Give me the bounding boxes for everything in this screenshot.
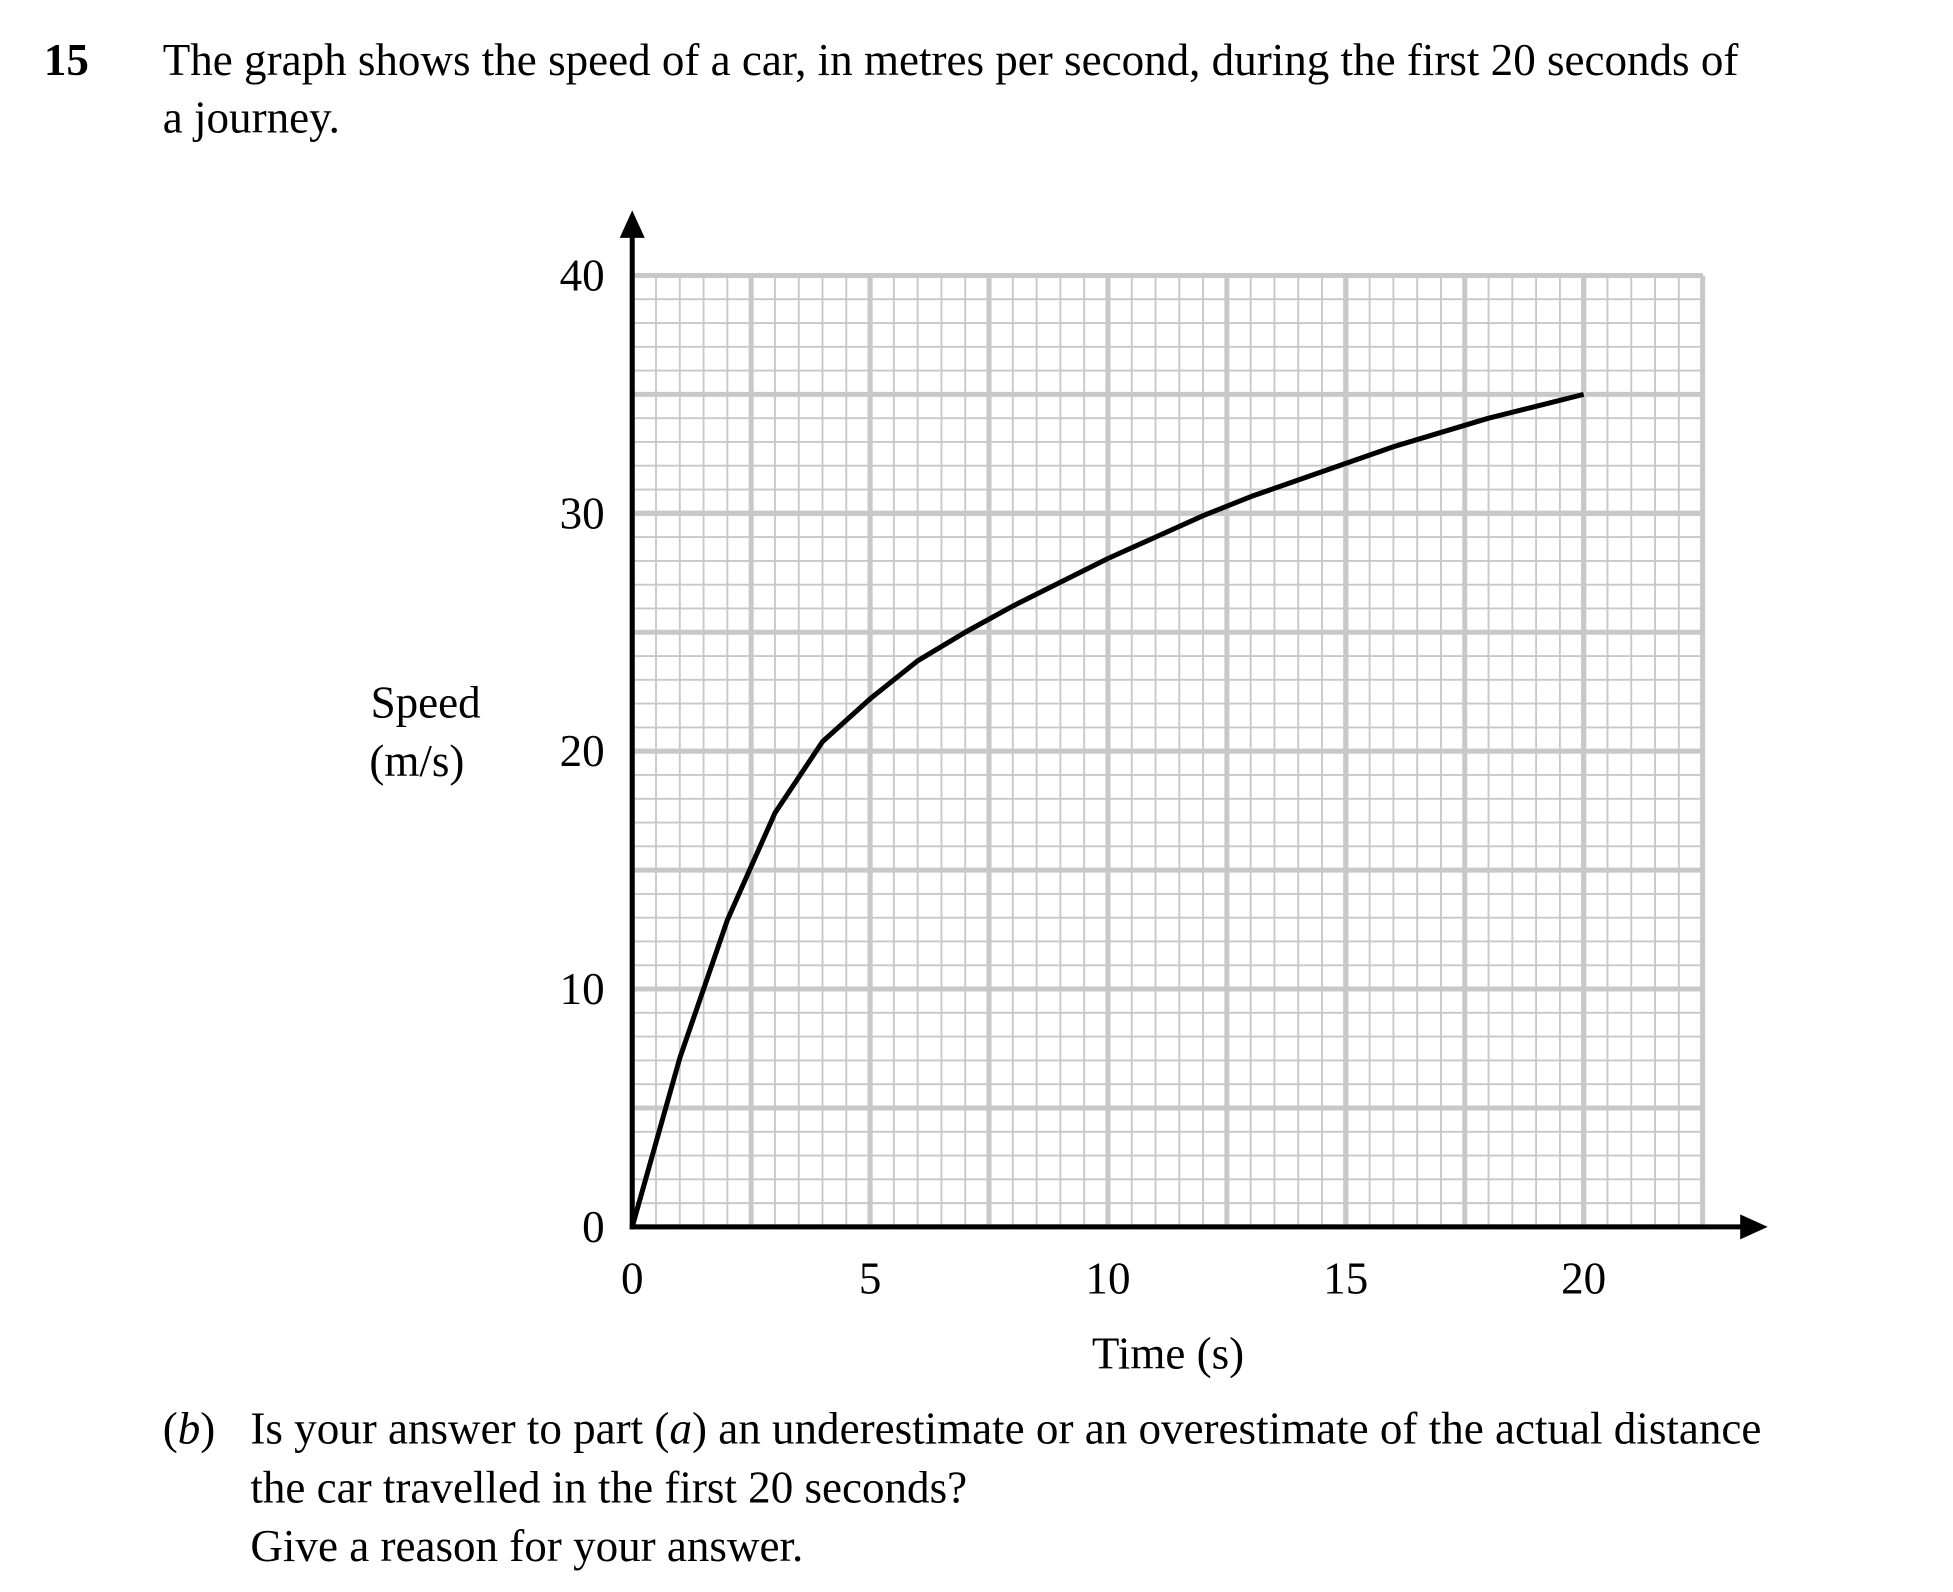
x-tick-label: 5 <box>859 1253 882 1303</box>
y-tick-label: 30 <box>560 488 605 538</box>
axes <box>619 210 1768 1240</box>
part-text: the car travelled in the first 20 second… <box>250 1462 967 1512</box>
speed-curve <box>629 391 1585 1228</box>
question-text: The graph shows the speed of a car, in m… <box>163 35 1739 85</box>
part-text: Give a reason for your answer. <box>250 1521 803 1571</box>
y-axis-label: Speed <box>371 677 481 727</box>
text: a <box>669 1403 692 1453</box>
y-axis-label: (m/s) <box>369 736 464 786</box>
text: ) an underestimate or an overestimate of… <box>692 1403 1761 1453</box>
text: ) <box>200 1403 215 1453</box>
y-tick-label: 0 <box>582 1202 605 1252</box>
x-arrow <box>1740 1214 1768 1240</box>
part-label: (b) <box>163 1403 216 1453</box>
question-text: a journey. <box>163 93 340 143</box>
y-tick-label: 10 <box>560 964 605 1014</box>
y-tick-label: 40 <box>560 250 605 300</box>
part-text: Is your answer to part (a) an underestim… <box>250 1403 1761 1453</box>
y-arrow <box>619 210 645 238</box>
question-number: 15 <box>44 35 89 85</box>
text: b <box>178 1403 201 1453</box>
x-tick-label: 10 <box>1085 1253 1130 1303</box>
grid <box>629 272 1706 1230</box>
x-axis-label: Time (s) <box>1092 1328 1244 1378</box>
y-tick-label: 20 <box>560 726 605 776</box>
text: Is your answer to part ( <box>250 1403 669 1453</box>
x-tick-label: 15 <box>1323 1253 1368 1303</box>
x-tick-label: 0 <box>621 1253 644 1303</box>
x-tick-label: 20 <box>1561 1253 1606 1303</box>
text: ( <box>163 1403 178 1453</box>
